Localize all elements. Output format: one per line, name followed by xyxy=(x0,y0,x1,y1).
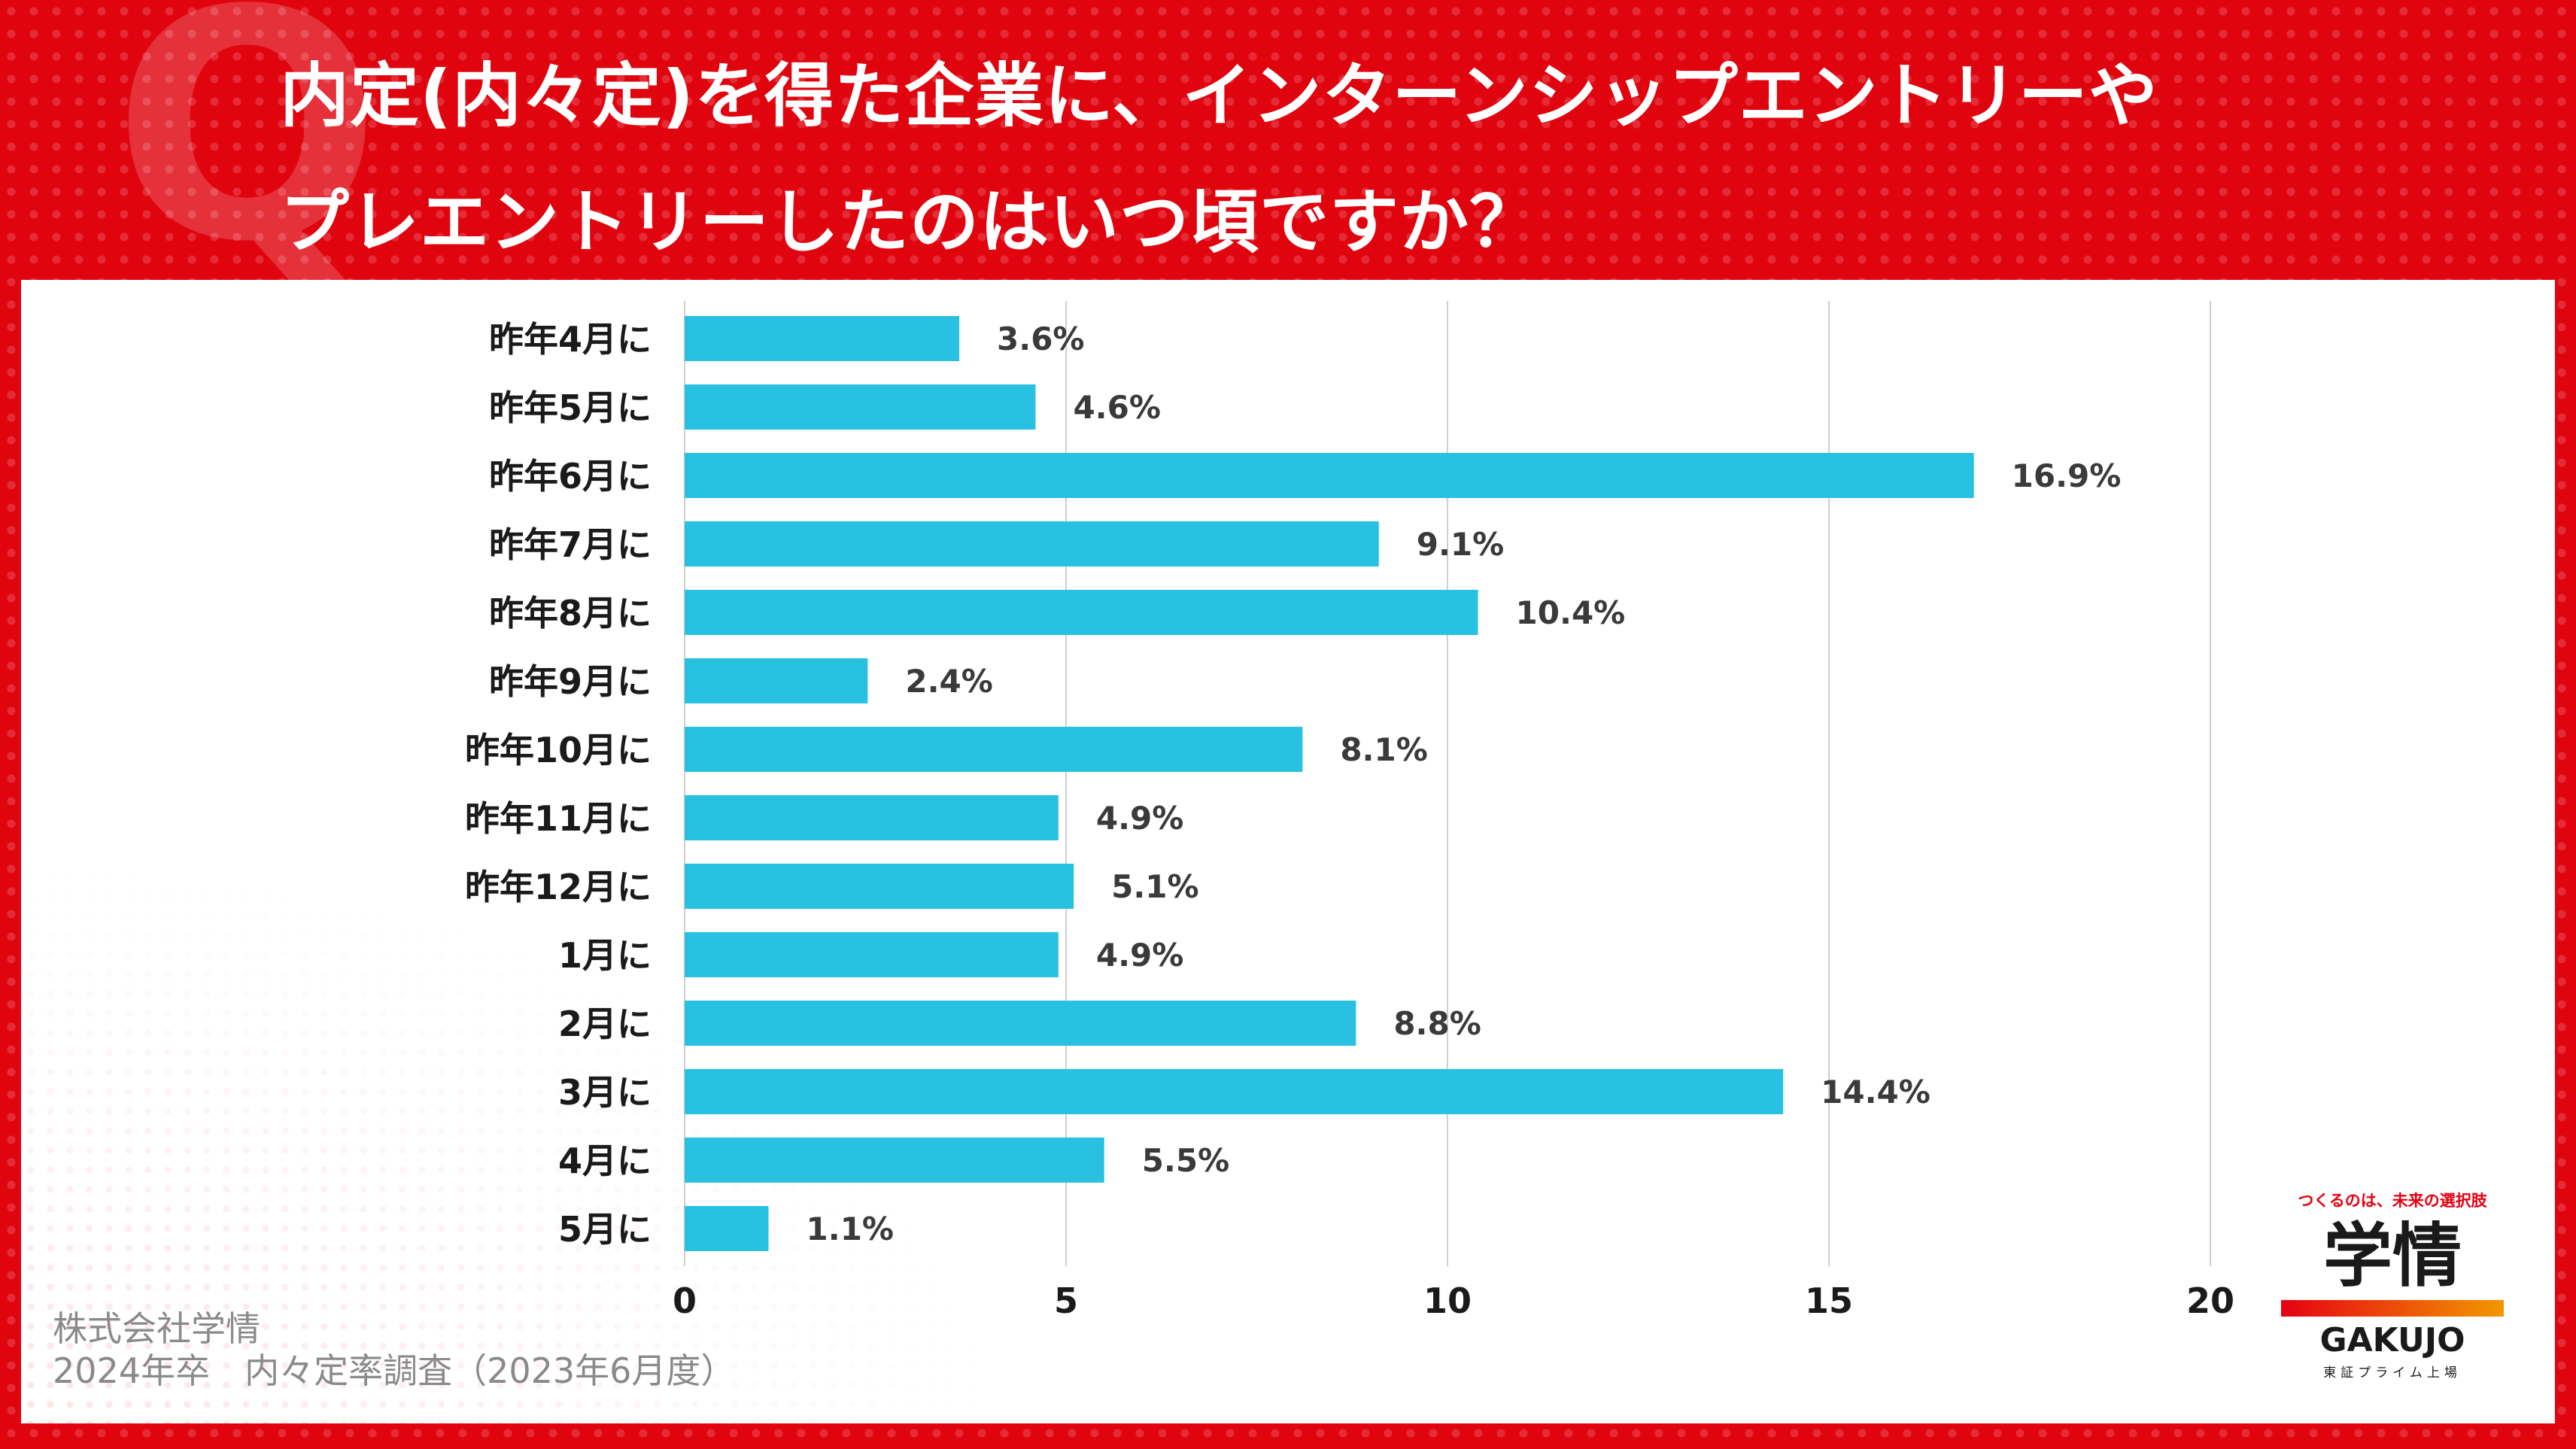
value-label: 5.1% xyxy=(1111,868,1198,905)
category-label: 昨年8月に xyxy=(489,593,652,633)
bars xyxy=(685,316,1974,1251)
value-label: 9.1% xyxy=(1417,526,1504,563)
bar xyxy=(685,1069,1784,1114)
logo-english: GAKUJO xyxy=(2319,1321,2465,1359)
source-survey: 2024年卒 内々定率調査（2023年6月度） xyxy=(53,1350,736,1391)
value-label: 1.1% xyxy=(807,1211,894,1247)
category-label: 昨年12月に xyxy=(465,867,652,907)
bar xyxy=(685,590,1478,635)
title-line-1: 内定(内々定)を得た企業に、インターンシップエントリーや xyxy=(280,56,2158,136)
category-label: 昨年5月に xyxy=(489,387,652,428)
bar xyxy=(685,795,1059,840)
grid-lines xyxy=(684,301,2211,1266)
value-label: 16.9% xyxy=(2012,457,2122,494)
x-tick-label: 15 xyxy=(1805,1280,1853,1321)
value-label: 8.1% xyxy=(1340,731,1427,768)
value-label: 10.4% xyxy=(1516,594,1626,631)
bar xyxy=(685,932,1059,977)
x-tick-label: 20 xyxy=(2186,1280,2234,1321)
x-tick-label: 10 xyxy=(1423,1280,1472,1321)
value-label: 8.8% xyxy=(1393,1005,1481,1042)
logo-kanji: 学情 xyxy=(2322,1216,2462,1296)
source-note: 株式会社学情 2024年卒 内々定率調査（2023年6月度） xyxy=(53,1308,735,1392)
logo-tagline: つくるのは、未来の選択肢 xyxy=(2298,1192,2487,1210)
gakujo-logo: つくるのは、未来の選択肢 学情 GAKUJO 東証プライム上場 xyxy=(2272,1189,2513,1399)
value-label: 4.6% xyxy=(1073,389,1160,426)
q-watermark: Q xyxy=(113,0,382,311)
page-title: 内定(内々定)を得た企業に、インターンシップエントリーや プレエントリーしたのは… xyxy=(280,33,2522,286)
value-label: 2.4% xyxy=(905,663,992,700)
bar xyxy=(685,453,1974,498)
bar xyxy=(685,1001,1356,1046)
labels: 0 5 10 15 20 昨年4月に 3.6% 昨年5月に 4.6% 昨年6月に 16.9% 昨年7月… xyxy=(465,319,2234,1321)
value-label: 4.9% xyxy=(1096,800,1183,837)
bar xyxy=(685,521,1379,567)
bar xyxy=(685,727,1303,772)
bar xyxy=(685,864,1074,909)
bar xyxy=(685,658,868,703)
value-label: 3.6% xyxy=(997,320,1084,357)
bar xyxy=(685,384,1036,430)
bar xyxy=(685,1206,769,1251)
category-label: 1月に xyxy=(558,935,652,976)
category-label: 5月に xyxy=(558,1209,652,1250)
x-tick-label: 0 xyxy=(673,1280,697,1321)
title-line-2: プレエントリーしたのはいつ頃ですか？ xyxy=(280,182,1540,263)
source-company: 株式会社学情 xyxy=(53,1308,260,1349)
category-label: 昨年9月に xyxy=(489,661,652,702)
category-label: 昨年6月に xyxy=(489,456,652,497)
x-tick-label: 5 xyxy=(1054,1280,1078,1321)
category-label: 3月に xyxy=(558,1072,652,1113)
category-label: 2月に xyxy=(558,1004,652,1044)
category-label: 昨年10月に xyxy=(465,730,652,770)
category-label: 4月に xyxy=(558,1141,652,1181)
logo-gradient-bar xyxy=(2281,1300,2504,1317)
logo-sub: 東証プライム上場 xyxy=(2323,1365,2462,1381)
category-label: 昨年7月に xyxy=(489,524,652,565)
value-label: 5.5% xyxy=(1142,1142,1229,1179)
value-label: 14.4% xyxy=(1821,1074,1930,1110)
value-label: 4.9% xyxy=(1096,937,1183,974)
category-label: 昨年11月に xyxy=(465,798,652,839)
bar xyxy=(685,1138,1104,1183)
bar xyxy=(685,316,960,361)
category-label: 昨年4月に xyxy=(489,319,652,360)
